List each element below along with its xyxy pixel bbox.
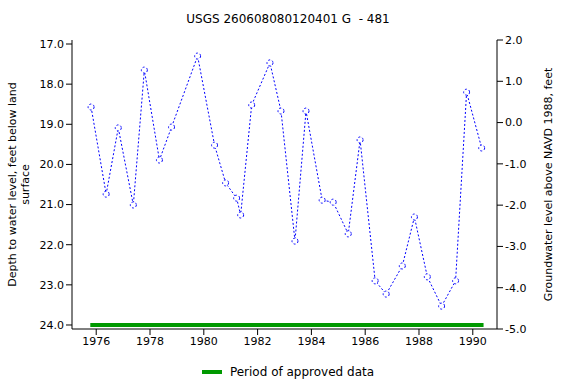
- svg-text:1986: 1986: [351, 335, 379, 348]
- svg-text:1990: 1990: [459, 335, 487, 348]
- svg-text:1978: 1978: [136, 335, 164, 348]
- svg-text:Groundwater level above NAVD 1: Groundwater level above NAVD 1988, feet: [542, 67, 555, 301]
- svg-text:-5.0: -5.0: [505, 323, 526, 336]
- svg-text:-2.0: -2.0: [505, 199, 526, 212]
- svg-text:18.0: 18.0: [40, 78, 65, 91]
- svg-text:-4.0: -4.0: [505, 282, 526, 295]
- svg-text:1984: 1984: [297, 335, 325, 348]
- svg-text:1976: 1976: [82, 335, 110, 348]
- svg-text:1980: 1980: [190, 335, 218, 348]
- svg-text:21.0: 21.0: [40, 198, 65, 211]
- html-text:Period of approved data: Period of approved data: [229, 365, 375, 379]
- svg-text:1982: 1982: [244, 335, 272, 348]
- svg-text:-3.0: -3.0: [505, 240, 526, 253]
- svg-text:-1.0: -1.0: [505, 158, 526, 171]
- svg-text:0.0: 0.0: [505, 116, 523, 129]
- svg-text:19.0: 19.0: [40, 118, 65, 131]
- svg-text:Depth to water level, feet bel: Depth to water level, feet below landsur…: [8, 82, 32, 287]
- svg-text:20.0: 20.0: [40, 158, 65, 171]
- html-text:USGS 260608080120401 G - 481: USGS 260608080120401 G - 481: [186, 12, 390, 26]
- svg-text:1.0: 1.0: [505, 75, 523, 88]
- svg-text:1988: 1988: [405, 335, 433, 348]
- svg-text:23.0: 23.0: [40, 279, 65, 292]
- svg-text:22.0: 22.0: [40, 239, 65, 252]
- svg-text:24.0: 24.0: [40, 319, 65, 332]
- svg-text:17.0: 17.0: [40, 38, 65, 51]
- svg-text:2.0: 2.0: [505, 34, 523, 47]
